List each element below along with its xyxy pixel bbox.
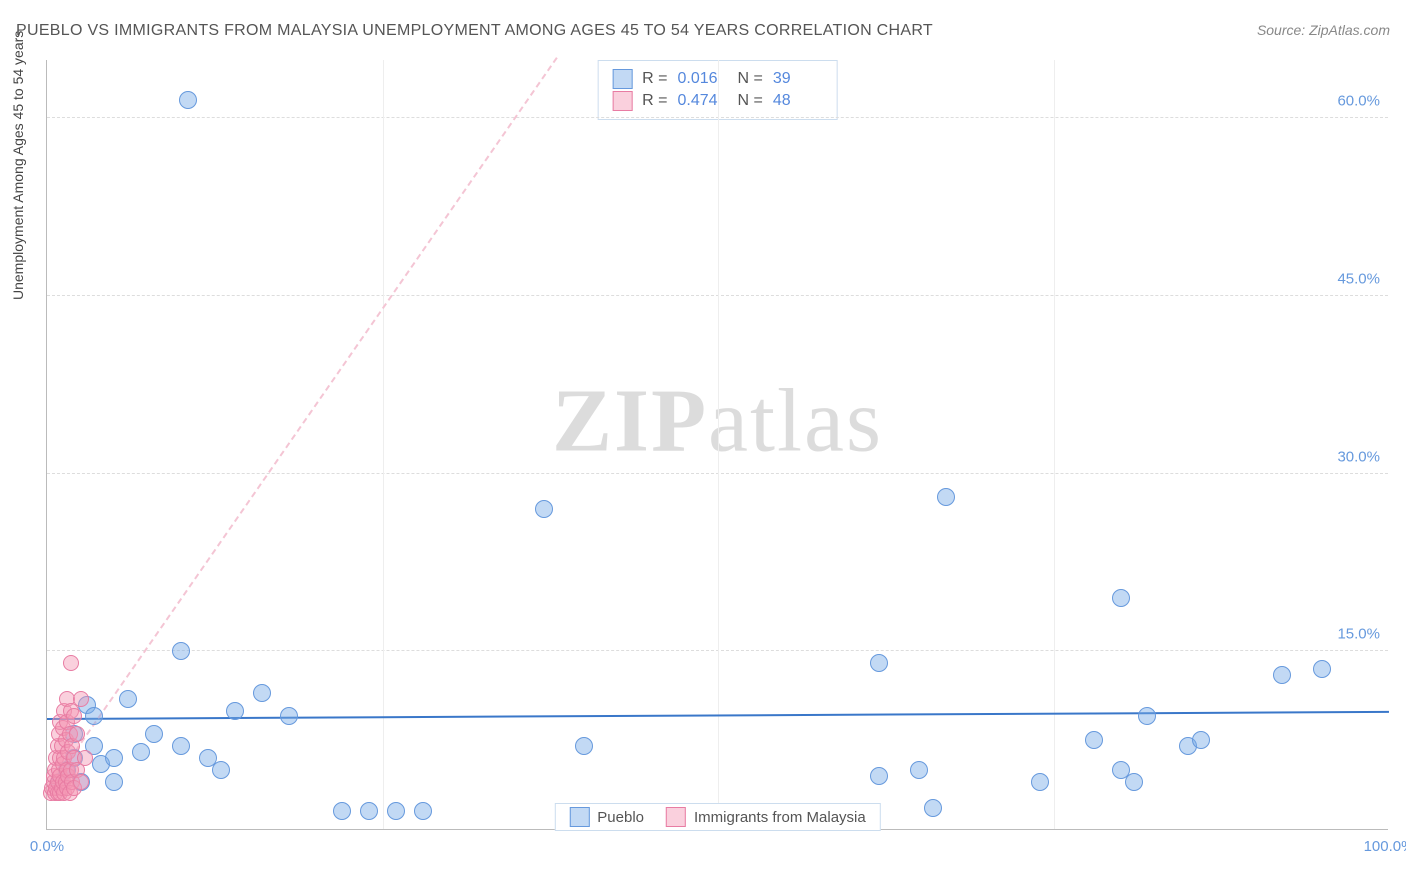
data-point [1085,731,1103,749]
x-tick-label: 0.0% [30,838,64,855]
data-point [535,500,553,518]
data-point [280,707,298,725]
data-point [253,684,271,702]
data-point [105,749,123,767]
data-point [212,761,230,779]
stat-r-value: 0.016 [678,70,728,88]
data-point [145,725,163,743]
data-point [910,761,928,779]
y-tick-label: 60.0% [1337,93,1380,110]
legend-swatch [612,69,632,89]
data-point [73,691,89,707]
data-point [575,737,593,755]
stat-n-label: N = [738,92,763,110]
legend-swatch [666,807,686,827]
legend-label: Pueblo [597,809,644,826]
data-point [73,774,89,790]
chart-title: PUEBLO VS IMMIGRANTS FROM MALAYSIA UNEMP… [16,22,933,40]
stat-n-value: 48 [773,92,823,110]
legend-item: Pueblo [569,807,644,827]
data-point [333,802,351,820]
data-point [1125,773,1143,791]
data-point [1273,666,1291,684]
data-point [1031,773,1049,791]
data-point [414,802,432,820]
stat-n-label: N = [738,70,763,88]
stat-r-label: R = [642,92,667,110]
data-point [63,655,79,671]
y-tick-label: 15.0% [1337,626,1380,643]
data-point [69,726,85,742]
series-legend: Pueblo Immigrants from Malaysia [554,803,880,831]
trendline-immigrants-from-malaysia [46,57,558,793]
data-point [77,750,93,766]
stat-r-value: 0.474 [678,92,728,110]
source-label: Source: ZipAtlas.com [1257,22,1390,38]
data-point [105,773,123,791]
data-point [937,488,955,506]
data-point [172,737,190,755]
data-point [66,708,82,724]
y-tick-label: 45.0% [1337,270,1380,287]
legend-item: Immigrants from Malaysia [666,807,866,827]
gridline-v [383,60,384,829]
data-point [360,802,378,820]
chart-area: ZIPatlas R =0.016N =39R =0.474N =48 Pueb… [46,60,1388,830]
data-point [1313,660,1331,678]
x-tick-label: 100.0% [1364,838,1406,855]
stat-r-label: R = [642,70,667,88]
stat-n-value: 39 [773,70,823,88]
data-point [85,707,103,725]
data-point [179,91,197,109]
y-axis-label: Unemployment Among Ages 45 to 54 years [10,31,26,300]
data-point [870,654,888,672]
data-point [226,702,244,720]
data-point [1192,731,1210,749]
data-point [119,690,137,708]
data-point [172,642,190,660]
data-point [924,799,942,817]
legend-swatch [612,91,632,111]
y-tick-label: 30.0% [1337,448,1380,465]
data-point [1112,589,1130,607]
data-point [387,802,405,820]
data-point [1138,707,1156,725]
data-point [870,767,888,785]
data-point [132,743,150,761]
legend-label: Immigrants from Malaysia [694,809,866,826]
legend-swatch [569,807,589,827]
